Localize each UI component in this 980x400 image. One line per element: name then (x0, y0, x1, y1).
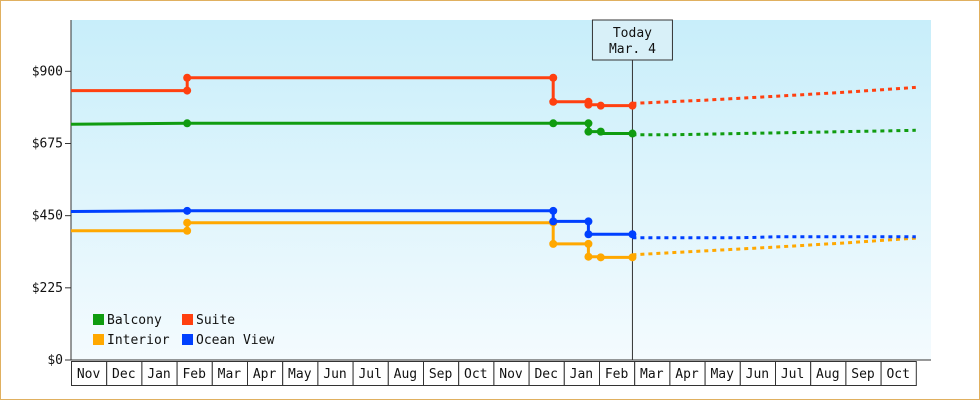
data-point-ocean-view (549, 217, 558, 226)
x-category-cell (423, 361, 460, 386)
x-tick-label: Aug (816, 367, 839, 382)
data-point-balcony (596, 127, 605, 136)
data-point-balcony (628, 129, 637, 138)
x-tick-label: Feb (182, 367, 206, 382)
x-tick-label: May (710, 367, 734, 382)
data-point-interior (549, 239, 558, 248)
today-label: Today (613, 26, 652, 41)
x-category-cell (704, 361, 741, 386)
series-line-ocean-view (70, 209, 634, 237)
legend-label: Suite (196, 313, 235, 328)
y-tick-label: $0 (47, 353, 63, 368)
axes: $0 $225 $450 $675 $900 Nov Dec Jan Feb Mar Apr May J… (32, 20, 931, 386)
x-tick-label: Jun (323, 367, 346, 382)
x-tick-label: Jul (358, 367, 381, 382)
x-tick-label: Mar (640, 367, 664, 382)
x-tick-label: Nov (77, 367, 101, 382)
forecast-line-interior (632, 236, 916, 257)
x-tick-label: Feb (605, 367, 629, 382)
legend-swatch (93, 334, 104, 345)
today-box (591, 19, 673, 61)
x-category-cell (141, 361, 178, 386)
x-tick-label: Dec (534, 367, 557, 382)
data-point-balcony (549, 119, 558, 128)
data-point-balcony (584, 119, 593, 128)
x-category-cell (845, 361, 882, 386)
x-category-cell (106, 361, 143, 386)
x-category-cell (247, 361, 284, 386)
series-lines (70, 73, 916, 262)
legend-label: Ocean View (196, 333, 274, 348)
legend-swatch (93, 314, 104, 325)
data-point-suite (183, 86, 192, 95)
y-tick-label: $900 (32, 64, 63, 79)
legend-swatch (182, 334, 193, 345)
forecast-line-ocean-view (632, 235, 916, 240)
x-tick-label: Jan (570, 367, 593, 382)
legend-label: Balcony (107, 313, 162, 328)
x-tick-label: Nov (499, 367, 523, 382)
x-category-cell (599, 361, 636, 386)
x-tick-label: Sep (851, 367, 875, 382)
x-tick-label: Aug (394, 367, 417, 382)
data-point-interior (584, 252, 593, 261)
data-point-interior (183, 218, 192, 227)
y-tick-label: $450 (32, 209, 63, 224)
data-point-suite (549, 73, 558, 82)
legend-swatch (182, 314, 193, 325)
x-tick-label: Jul (781, 367, 804, 382)
x-category-cell (739, 361, 776, 386)
data-point-interior (584, 239, 593, 248)
x-category-cell (880, 361, 917, 386)
x-tick-label: Jun (746, 367, 769, 382)
data-point-suite (596, 101, 605, 110)
x-category-cell (317, 361, 354, 386)
x-tick-label: Sep (429, 367, 453, 382)
x-category-cell (211, 361, 249, 386)
data-point-ocean-view (584, 230, 593, 239)
data-point-suite (183, 73, 192, 82)
x-category-cell (493, 361, 530, 386)
x-category-cell (282, 361, 319, 386)
data-point-interior (596, 253, 605, 262)
data-point-suite (584, 100, 593, 109)
legend-label: Interior (107, 333, 170, 348)
x-category-cell (810, 361, 847, 386)
x-category-cell (528, 361, 565, 386)
data-point-ocean-view (584, 217, 593, 226)
data-point-interior (628, 253, 637, 262)
data-point-interior (183, 226, 192, 235)
y-tick-label: $675 (32, 136, 63, 151)
x-tick-label: Jan (147, 367, 170, 382)
x-category-cell (669, 361, 706, 386)
legend: Balcony Suite Interior Ocean View (93, 313, 274, 348)
forecast-line-balcony (632, 128, 916, 137)
x-tick-label: May (288, 367, 312, 382)
data-point-ocean-view (183, 206, 192, 215)
data-point-balcony (183, 119, 192, 128)
data-point-ocean-view (628, 230, 637, 239)
x-tick-label: Oct (886, 367, 909, 382)
plot-background (71, 20, 931, 360)
x-tick-label: Oct (464, 367, 487, 382)
x-tick-label: Apr (675, 367, 699, 382)
data-point-balcony (584, 127, 593, 136)
x-category-cell (563, 361, 600, 386)
data-point-suite (549, 97, 558, 106)
y-tick-label: $225 (32, 281, 63, 296)
x-category-cell (458, 361, 495, 386)
forecast-line-suite (632, 85, 916, 105)
x-tick-label: Apr (253, 367, 277, 382)
x-tick-label: Dec (112, 367, 135, 382)
x-tick-label: Mar (218, 367, 242, 382)
data-point-suite (628, 101, 637, 110)
today-date-label: Mar. 4 (609, 42, 656, 57)
data-point-ocean-view (549, 206, 558, 215)
